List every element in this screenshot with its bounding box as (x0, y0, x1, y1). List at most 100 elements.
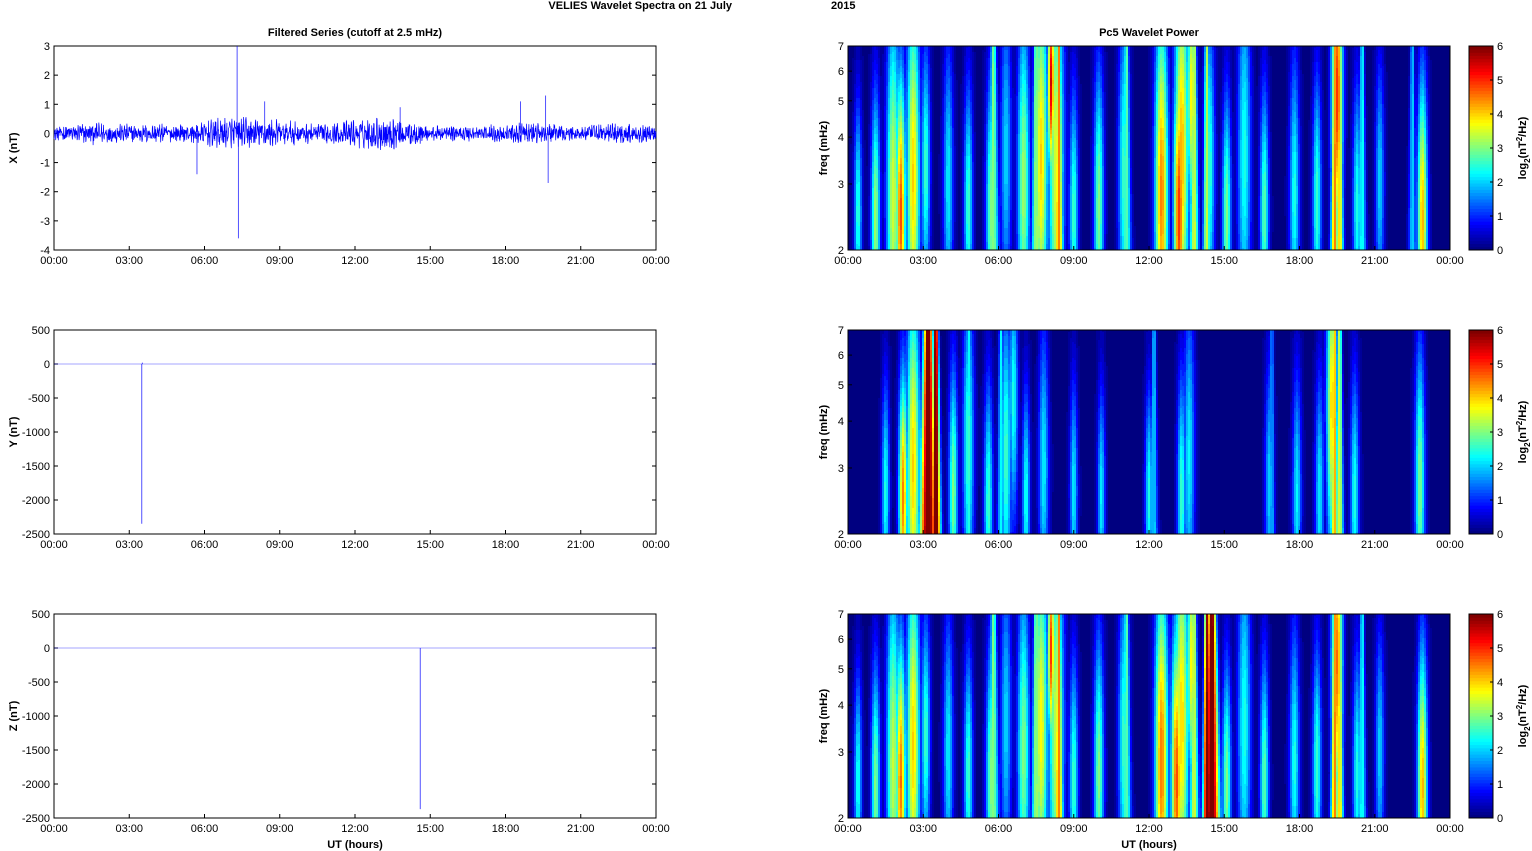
heatmap-cell (1258, 50, 1260, 52)
heatmap-cell (1168, 56, 1170, 58)
heatmap-cell (1102, 52, 1104, 54)
heatmap-cell (1114, 48, 1116, 50)
heatmap-cell (1050, 52, 1052, 54)
heatmap-cell (900, 50, 902, 52)
heatmap-cell (1376, 52, 1378, 54)
heatmap-cell (992, 52, 994, 54)
heatmap-cell (1160, 52, 1164, 54)
heatmap-cell (1040, 54, 1042, 56)
heatmap-cell (1240, 56, 1242, 58)
heatmap-cell (1270, 54, 1286, 56)
heatmap-cell (926, 52, 928, 54)
heatmap-cell (1268, 50, 1270, 52)
heatmap-cell (1230, 50, 1232, 52)
heatmap-cell (1036, 50, 1038, 52)
heatmap-cell (1064, 54, 1066, 56)
heatmap-cell (1410, 54, 1412, 56)
heatmap-cell (916, 56, 918, 58)
heatmap-cell (1076, 50, 1078, 52)
heatmap-cell (1292, 52, 1296, 54)
heatmap-cell (1114, 56, 1116, 58)
heatmap-cell (892, 56, 894, 58)
heatmap-cell (1362, 52, 1364, 54)
heatmap-cell (1342, 54, 1344, 56)
heatmap-cell (952, 50, 954, 52)
heatmap-cell (1198, 56, 1200, 58)
heatmap-cell (1250, 50, 1252, 52)
panel-y-filtered-xtick-label: 18:00 (492, 539, 520, 551)
heatmap-cell (952, 52, 954, 54)
heatmap-cell (984, 48, 986, 50)
heatmap-cell (970, 56, 972, 58)
heatmap-cell (954, 52, 956, 54)
heatmap-cell (1212, 48, 1214, 50)
heatmap-cell (1230, 48, 1234, 50)
heatmap-cell (1066, 50, 1068, 52)
heatmap-cell (1204, 54, 1206, 56)
heatmap-cell (878, 56, 880, 58)
heatmap-cell (1012, 50, 1016, 52)
heatmap-cell (1374, 50, 1376, 52)
heatmap-cell (848, 50, 854, 52)
heatmap-cell (940, 56, 942, 58)
panel-x-filtered-xtick-label: 21:00 (567, 255, 595, 267)
heatmap-cell (912, 50, 914, 52)
heatmap-cell (1128, 52, 1130, 54)
heatmap-cell (1240, 52, 1242, 54)
heatmap-cell (1184, 48, 1186, 50)
heatmap-cell (1310, 52, 1312, 54)
heatmap-cell (1060, 54, 1062, 56)
heatmap-cell (1010, 54, 1012, 56)
heatmap-cell (990, 54, 992, 56)
heatmap-cell (1344, 48, 1346, 50)
heatmap-cell (1154, 54, 1156, 56)
heatmap-cell (1214, 54, 1216, 56)
heatmap-cell (880, 52, 884, 54)
heatmap-cell (1196, 54, 1198, 56)
heatmap-cell (912, 52, 914, 54)
panel-z-filtered-ytick-label: -1500 (22, 745, 50, 757)
heatmap-cell (1214, 52, 1216, 54)
heatmap-cell (870, 50, 872, 52)
heatmap-cell (880, 54, 882, 56)
heatmap-cell (972, 56, 974, 58)
panel-x-filtered-xtick-label: 03:00 (115, 255, 143, 267)
heatmap-cell (1198, 54, 1200, 56)
heatmap-cell (1048, 54, 1050, 56)
panel-z-filtered-xtick-label: 15:00 (416, 823, 444, 835)
heatmap-cell (952, 56, 954, 58)
heatmap-cell (1032, 52, 1034, 54)
heatmap-cell (1036, 52, 1038, 54)
heatmap-cell (1196, 48, 1198, 50)
heatmap-cell (1248, 48, 1250, 50)
panel-x-filtered-ytick-label: 0 (44, 128, 50, 140)
heatmap-cell (880, 48, 884, 50)
heatmap-cell (1326, 54, 1328, 56)
heatmap-cell (1250, 54, 1252, 56)
heatmap-cell (1208, 48, 1210, 50)
heatmap-cell (1160, 50, 1164, 52)
heatmap-cell (1424, 54, 1426, 56)
heatmap-cell (1364, 48, 1366, 50)
heatmap-cell (1200, 50, 1202, 52)
heatmap-cell (970, 54, 972, 56)
heatmap-cell (1208, 56, 1210, 58)
heatmap-cell (934, 48, 940, 50)
heatmap-cell (888, 56, 890, 58)
heatmap-cell (918, 48, 920, 50)
heatmap-cell (1330, 48, 1332, 50)
heatmap-cell (1228, 52, 1230, 54)
heatmap-cell (1172, 54, 1174, 56)
panel-z-filtered-axes-box (54, 614, 656, 818)
heatmap-cell (952, 48, 954, 50)
heatmap-cell (1192, 48, 1194, 50)
heatmap-cell (944, 50, 946, 52)
heatmap-cell (910, 52, 912, 54)
heatmap-cell (1380, 52, 1382, 54)
heatmap-cell (1020, 48, 1022, 50)
heatmap-cell (1344, 50, 1346, 52)
heatmap-cell (1334, 56, 1336, 58)
heatmap-cell (1302, 52, 1310, 54)
heatmap-cell (1264, 48, 1266, 50)
heatmap-cell (1424, 48, 1426, 50)
